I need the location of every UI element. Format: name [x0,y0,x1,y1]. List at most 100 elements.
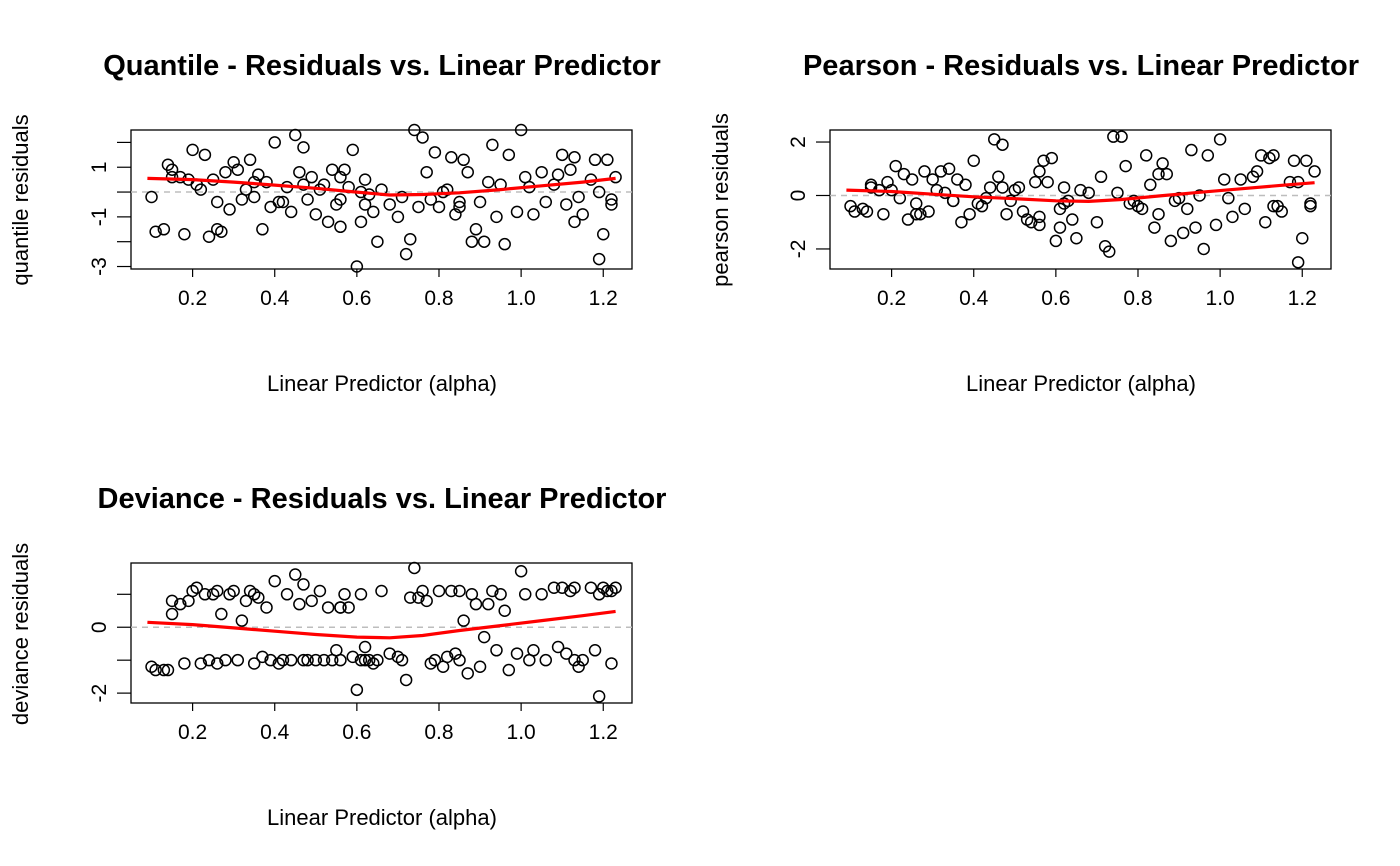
y-axis-label: pearson residuals [708,113,733,287]
y-tick-label: -2 [88,684,111,703]
data-point [178,228,191,241]
data-point [502,663,516,677]
data-point [297,178,310,191]
data-point [408,561,421,575]
data-point [1189,221,1202,234]
data-point [1304,197,1317,210]
data-point [186,143,199,157]
data-point [605,657,618,670]
data-point [605,198,618,211]
data-point [1152,167,1165,181]
data-point [1139,149,1153,162]
data-point [289,128,302,142]
data-point [358,173,372,186]
data-point [178,657,191,670]
x-tick-label: 1.2 [1288,287,1317,310]
data-point [1287,154,1301,167]
data-point [227,156,240,169]
data-point [149,225,162,239]
data-point [551,168,565,181]
data-point [1197,242,1210,256]
data-point [395,653,409,667]
data-point [210,223,224,236]
data-point [951,173,964,186]
data-point [436,660,450,674]
x-tick-label: 0.2 [877,287,906,310]
data-point [383,647,396,660]
data-point [243,153,257,167]
data-point [1107,130,1120,143]
data-point [572,660,585,674]
data-point [297,141,310,154]
data-point [210,584,224,598]
data-point [420,165,433,179]
data-point [1004,194,1017,208]
data-point [1193,189,1206,202]
data-point [942,162,956,176]
data-point [1296,232,1309,245]
data-point [510,205,524,219]
data-point [934,165,948,178]
data-point [897,167,911,181]
data-point [1053,221,1067,234]
y-tick-label: 2 [787,136,810,148]
data-point [1090,215,1104,229]
data-point [157,663,171,677]
data-point [473,195,487,209]
data-point [482,597,495,611]
chart-title: Deviance - Residuals vs. Linear Predicto… [98,483,667,515]
data-point [342,601,355,614]
data-point [592,690,606,703]
data-point [182,594,195,608]
data-point [461,667,474,680]
data-point [264,200,277,214]
data-point [1156,157,1169,170]
data-point [276,653,290,667]
data-point [592,588,606,601]
x-tick-label: 1.2 [589,287,618,310]
data-point [576,653,589,667]
x-tick-label: 0.8 [424,721,453,744]
x-tick-label: 0.6 [1041,287,1070,310]
data-point [564,163,577,176]
data-point [523,653,536,667]
data-point [432,200,446,214]
data-point [490,210,503,224]
data-point [1181,202,1194,216]
data-point [264,653,277,667]
data-point [391,650,405,664]
data-point [399,673,413,687]
data-point [293,165,306,179]
data-point [403,591,417,604]
data-point [848,205,861,218]
data-point [338,588,351,601]
data-point [174,597,187,611]
data-point [1267,199,1280,213]
data-point [1201,149,1215,162]
data-point [408,123,421,137]
data-point [256,223,269,236]
data-point [457,614,470,627]
data-point [555,148,569,162]
data-point [309,653,323,667]
data-point [198,148,212,162]
data-point [284,653,298,667]
data-point [247,588,261,601]
plot-frame [130,562,633,704]
data-point [535,588,548,601]
data-point [576,208,589,221]
data-point [428,146,442,159]
data-point [252,591,265,604]
x-tick-label: 0.8 [424,287,453,310]
data-point [367,205,380,219]
data-point [289,568,302,581]
data-point [247,657,261,670]
data-point [502,148,516,162]
data-point [597,228,610,241]
data-point [1144,178,1157,192]
data-point [1041,175,1054,189]
data-point [605,193,618,206]
data-point [592,185,606,199]
data-point [510,647,524,660]
data-point [527,208,540,221]
